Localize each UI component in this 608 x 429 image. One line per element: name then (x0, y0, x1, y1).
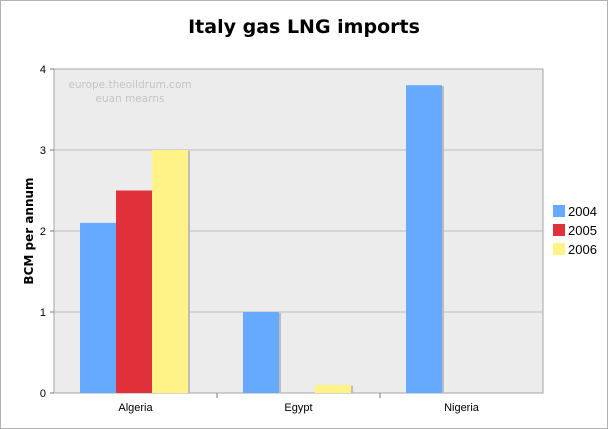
y-tick-label: 4 (40, 64, 46, 76)
bar-2004-algeria (80, 222, 116, 393)
y-axis-label: BCM per annum (22, 177, 36, 284)
x-tick-label: Egypt (284, 402, 312, 414)
bar-2006-egypt (315, 384, 351, 393)
bar-2005-algeria (116, 190, 152, 393)
x-tick-label: Nigeria (444, 402, 480, 414)
watermark-line-2: euan mearns (96, 93, 165, 105)
legend-swatch-2004 (553, 205, 565, 217)
x-tick-label: Algeria (118, 402, 153, 414)
watermark: europe.theoildrum.com euan mearns (68, 79, 191, 105)
x-axis-ticks: Algeria Egypt Nigeria (118, 393, 480, 414)
chart-title: Italy gas LNG imports (188, 16, 420, 38)
legend-label: 2006 (568, 242, 597, 257)
bar-2004-egypt (243, 312, 279, 393)
legend-swatch-2005 (553, 224, 565, 236)
bar-2004-nigeria (406, 85, 442, 393)
y-tick-label: 3 (40, 145, 46, 157)
bars (80, 85, 444, 393)
y-tick-label: 0 (40, 388, 46, 400)
bar-2006-algeria (152, 150, 188, 393)
y-axis-ticks: 0 1 2 3 4 (40, 64, 54, 400)
legend-label: 2005 (568, 223, 597, 238)
y-tick-label: 1 (40, 307, 46, 319)
legend-swatch-2006 (553, 243, 565, 255)
legend-label: 2004 (568, 204, 597, 219)
legend: 2004 2005 2006 (553, 204, 597, 257)
y-tick-label: 2 (40, 226, 46, 238)
watermark-line-1: europe.theoildrum.com (68, 79, 191, 91)
